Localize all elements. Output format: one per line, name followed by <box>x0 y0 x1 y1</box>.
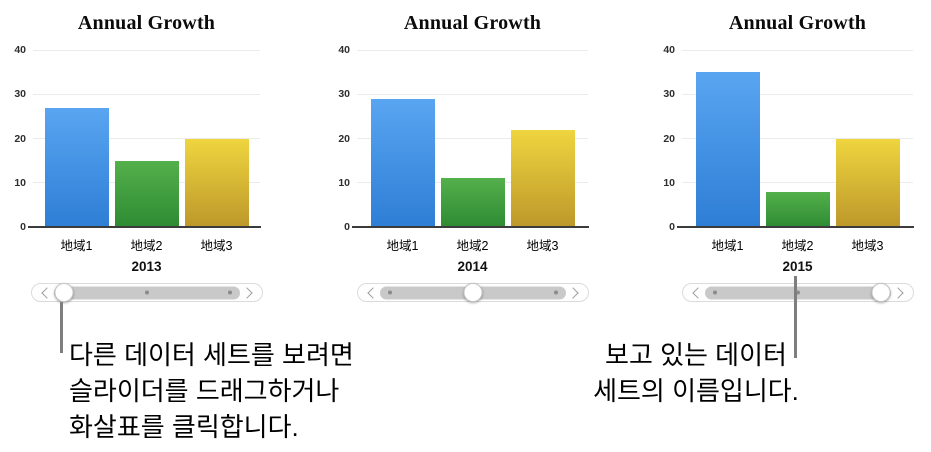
y-axis-tick-label: 40 <box>663 44 675 56</box>
slider-track[interactable] <box>379 283 566 302</box>
chart-bars <box>33 50 260 227</box>
slider-position-dot <box>795 290 800 295</box>
slider-position-dot <box>387 290 392 295</box>
bar-green <box>440 178 505 227</box>
slider-instruction-note: 다른 데이터 세트를 보려면 슬라이더를 드래그하거나 화살표를 클릭합니다. <box>69 340 354 442</box>
y-axis-tick-label: 20 <box>663 132 675 145</box>
y-axis-tick-label: 10 <box>14 176 26 189</box>
chart-title: Annual Growth <box>77 12 216 34</box>
gridline <box>357 138 588 139</box>
bar-blue <box>44 107 109 227</box>
chevron-right-icon[interactable] <box>566 286 579 299</box>
y-axis-tick-label: 0 <box>669 221 675 233</box>
gridline <box>682 138 913 139</box>
bar-green <box>114 160 179 227</box>
chart-panel: Annual Growth 地域1 地域2 地域3 2015 0 10 20 30 40 <box>620 0 930 312</box>
slider-position-dot <box>227 290 232 295</box>
category-label: 地域3 <box>526 239 559 253</box>
callout-line-dataset-name <box>794 276 797 358</box>
x-axis-line <box>677 226 914 228</box>
bar-blue <box>370 98 435 227</box>
gridline <box>357 49 588 51</box>
category-label: 地域2 <box>456 239 489 253</box>
dataset-slider[interactable] <box>30 283 263 302</box>
category-label: 地域3 <box>200 239 233 253</box>
y-axis-tick-label: 30 <box>663 88 675 101</box>
category-label: 地域1 <box>386 239 419 253</box>
category-label: 地域2 <box>781 239 814 253</box>
chevron-left-icon[interactable] <box>366 286 379 299</box>
y-axis-tick-label: 20 <box>338 132 350 145</box>
y-axis-tick-label: 10 <box>338 176 350 189</box>
dataset-slider[interactable] <box>356 283 589 302</box>
chart-gridlines <box>682 49 913 227</box>
chevron-right-icon[interactable] <box>240 286 253 299</box>
gridline <box>682 182 913 184</box>
dataset-name-note: 보고 있는 데이터 세트의 이름입니다. <box>593 340 799 406</box>
dataset-name-label: 2013 <box>131 259 162 274</box>
category-labels: 地域1 地域2 地域3 <box>33 235 260 254</box>
dataset-name-label: 2015 <box>782 259 813 274</box>
chart-panel: Annual Growth 地域1 地域2 地域3 2013 0 10 20 30 40 <box>0 0 310 312</box>
category-labels: 地域1 地域2 地域3 <box>357 235 588 254</box>
bar-yellow <box>510 129 575 227</box>
y-axis-tick-label: 10 <box>663 176 675 189</box>
slider-position-dot <box>712 290 717 295</box>
chart-bars <box>357 50 588 227</box>
dataset-name-label: 2014 <box>457 259 488 274</box>
category-labels: 地域1 地域2 地域3 <box>682 235 913 254</box>
category-label: 地域1 <box>60 239 93 253</box>
bar-green <box>765 191 830 227</box>
category-label: 地域2 <box>130 239 163 253</box>
y-axis-tick-label: 40 <box>14 44 26 56</box>
dataset-slider[interactable] <box>681 283 914 302</box>
chart-plot-area: Annual Growth 地域1 地域2 地域3 2014 0 10 20 30 40 <box>338 12 589 302</box>
y-axis-tick-label: 0 <box>20 221 26 233</box>
y-axis-tick-label: 20 <box>14 132 26 145</box>
x-axis-line <box>28 226 261 228</box>
category-label: 地域3 <box>851 239 884 253</box>
chevron-left-icon[interactable] <box>691 286 704 299</box>
x-axis-line <box>352 226 589 228</box>
y-axis-tick-label: 40 <box>338 44 350 56</box>
gridline <box>33 138 260 139</box>
gridline <box>357 93 588 95</box>
callout-line-slider <box>60 302 63 353</box>
slider-track[interactable] <box>704 283 891 302</box>
slider-track[interactable] <box>53 283 240 302</box>
chart-plot-area: Annual Growth 地域1 地域2 地域3 2013 0 10 20 30 40 <box>14 12 263 302</box>
bar-yellow <box>184 138 249 227</box>
chevron-left-icon[interactable] <box>40 286 53 299</box>
chart-bars <box>682 50 913 227</box>
chart-title: Annual Growth <box>728 12 867 34</box>
slider-thumb[interactable] <box>463 283 482 302</box>
category-label: 地域1 <box>711 239 744 253</box>
y-axis-tick-label: 30 <box>14 88 26 101</box>
gridline <box>33 93 260 95</box>
bar-yellow <box>835 138 900 227</box>
slider-thumb[interactable] <box>871 283 890 302</box>
gridline <box>682 93 913 95</box>
y-axis-tick-label: 30 <box>338 88 350 101</box>
y-axis-tick-label: 0 <box>344 221 350 233</box>
chart-title: Annual Growth <box>403 12 542 34</box>
slider-position-dot <box>553 290 558 295</box>
chart-plot-area: Annual Growth 地域1 地域2 地域3 2015 0 10 20 30 40 <box>663 12 914 302</box>
gridline <box>33 49 260 51</box>
chevron-right-icon[interactable] <box>891 286 904 299</box>
slider-thumb[interactable] <box>54 283 73 302</box>
gridline <box>682 49 913 51</box>
chart-panel: Annual Growth 地域1 地域2 地域3 2014 0 10 20 30 40 <box>310 0 620 312</box>
bar-blue <box>695 72 760 227</box>
slider-position-dot <box>144 290 149 295</box>
